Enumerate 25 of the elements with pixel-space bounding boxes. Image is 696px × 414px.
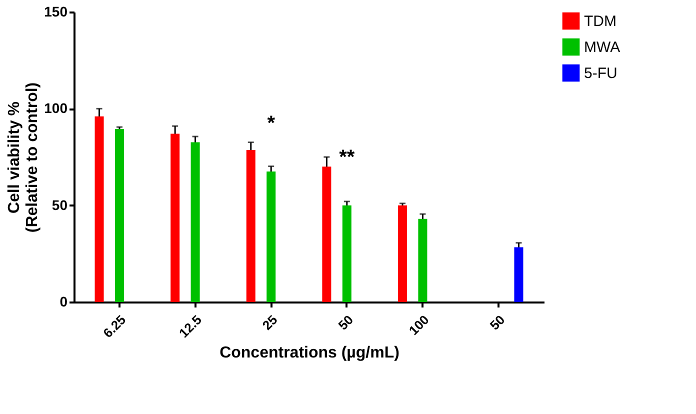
y-tick-label: 50	[52, 196, 68, 213]
legend-label: TDM	[584, 13, 616, 30]
annotation: *	[267, 112, 276, 134]
y-axis-title: Cell viability % (Relative to control)	[6, 82, 42, 233]
y-tick-label: 0	[60, 294, 68, 310]
x-tick-label: 50	[486, 312, 508, 333]
x-tick-label: 25	[259, 312, 280, 333]
bar	[94, 116, 104, 302]
legend-label: MWA	[584, 39, 620, 56]
annotation: **	[339, 146, 355, 168]
bar	[342, 205, 352, 302]
bar	[514, 247, 524, 302]
bar	[266, 172, 276, 302]
bar	[246, 150, 256, 302]
x-tick-label: 100	[406, 312, 432, 338]
bar	[190, 142, 200, 302]
legend-label: 5-FU	[584, 65, 618, 82]
x-tick-label: 6.25	[100, 312, 129, 341]
x-tick-label: 50	[335, 312, 356, 333]
y-tick-label: 150	[44, 4, 68, 20]
y-tick-label: 100	[44, 100, 68, 116]
bar	[322, 166, 332, 302]
bar	[170, 134, 180, 302]
x-axis-title: Concentrations (µg/mL)	[220, 344, 400, 362]
bar	[418, 218, 428, 302]
